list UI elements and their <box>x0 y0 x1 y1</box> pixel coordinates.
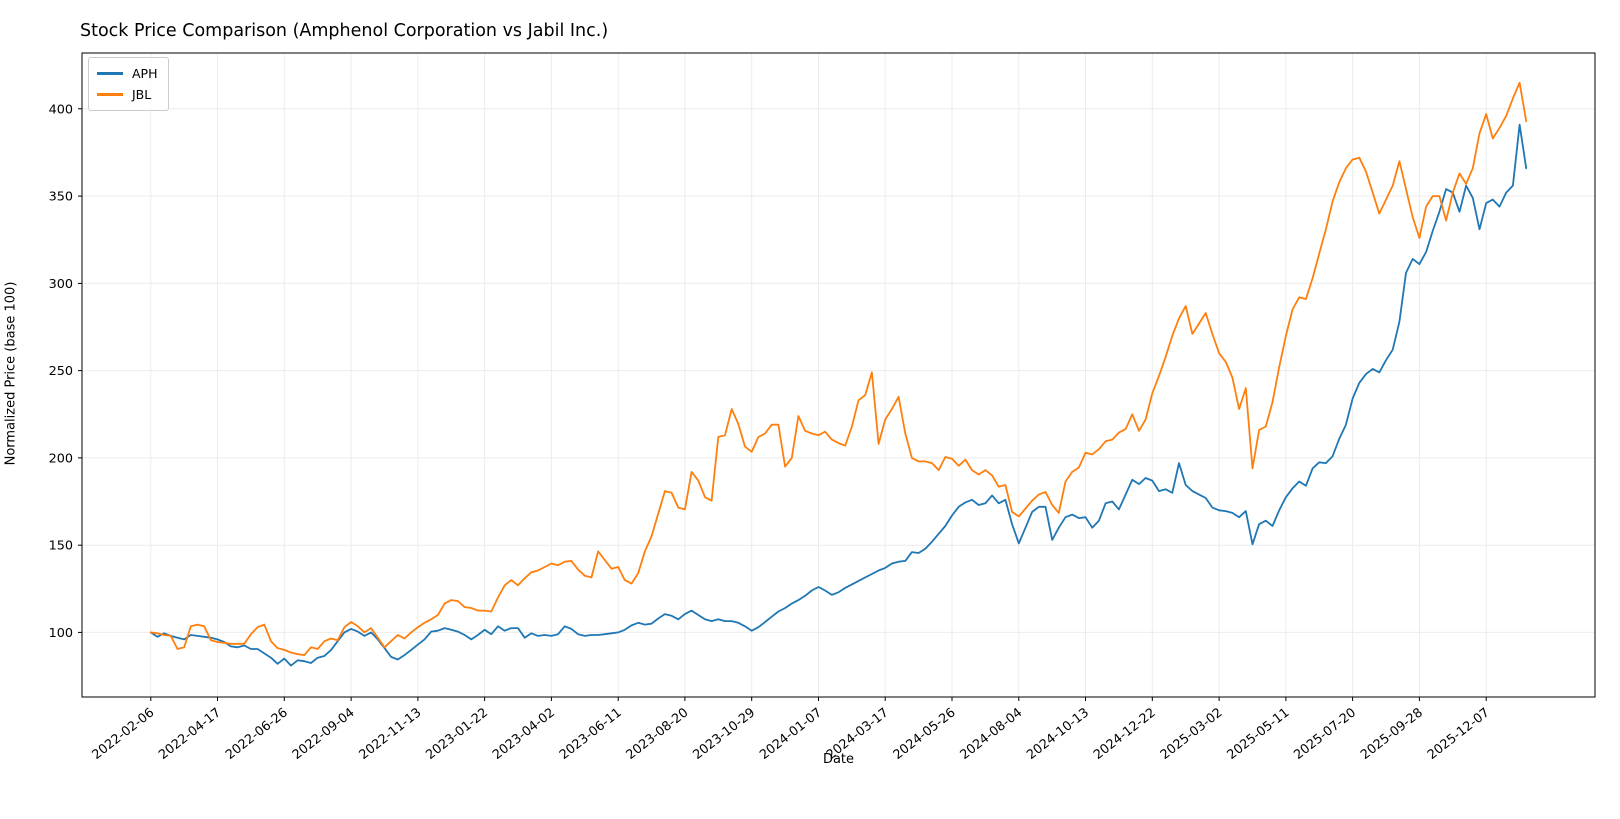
legend-entry-aph: APH <box>97 63 158 84</box>
series-line-JBL <box>149 81 1528 656</box>
jbl-line-swatch <box>97 93 123 96</box>
legend-label-jbl: JBL <box>132 87 152 102</box>
y-tick-label: 150 <box>49 539 73 554</box>
aph-line-swatch <box>97 72 123 75</box>
y-tick-label: 300 <box>49 277 73 292</box>
y-axis-label: Normalized Price (base 100) <box>3 281 19 466</box>
y-tick-label: 200 <box>49 451 73 466</box>
legend-entry-jbl: JBL <box>97 84 158 105</box>
legend: APH JBL <box>88 57 169 111</box>
axes-frame <box>81 52 1596 698</box>
chart-title: Stock Price Comparison (Amphenol Corpora… <box>80 21 609 41</box>
x-axis-label: Date <box>822 752 855 767</box>
legend-label-aph: APH <box>132 66 158 81</box>
y-tick-label: 400 <box>49 102 73 117</box>
y-tick-label: 250 <box>49 364 73 379</box>
y-tick-label: 100 <box>49 626 73 641</box>
y-tick-label: 350 <box>49 190 73 205</box>
series-line-APH <box>149 123 1528 667</box>
